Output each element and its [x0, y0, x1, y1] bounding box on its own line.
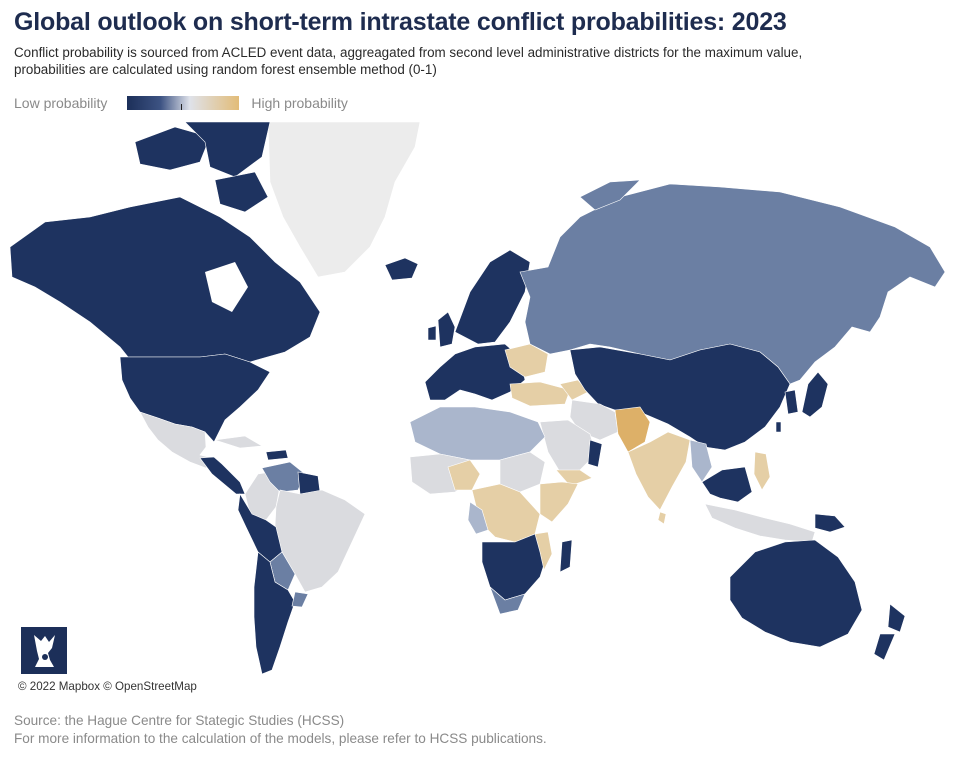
- region-united-kingdom[interactable]: [437, 311, 456, 348]
- region-sri-lanka[interactable]: [657, 511, 667, 525]
- region-central-asia[interactable]: [569, 343, 791, 451]
- region-india[interactable]: [627, 431, 691, 511]
- region-turkey[interactable]: [509, 381, 571, 407]
- subtitle-line-1: Conflict probability is sourced from ACL…: [14, 45, 803, 60]
- subtitle-line-2: probabilities are calculated using rando…: [14, 62, 437, 77]
- region-central-africa-west[interactable]: [467, 501, 489, 535]
- region-russia-arctic-islands[interactable]: [579, 179, 641, 211]
- region-ireland[interactable]: [427, 325, 437, 341]
- region-australia[interactable]: [729, 539, 863, 648]
- page-subtitle: Conflict probability is sourced from ACL…: [14, 44, 949, 78]
- region-united-states[interactable]: [119, 353, 271, 443]
- note-line: For more information to the calculation …: [14, 731, 547, 746]
- region-uruguay[interactable]: [291, 591, 309, 608]
- region-southern-africa[interactable]: [481, 533, 549, 601]
- region-horn-of-africa[interactable]: [539, 481, 579, 523]
- region-oman[interactable]: [587, 439, 603, 468]
- region-caribbean[interactable]: [214, 435, 263, 449]
- page-title: Global outlook on short-term intrastate …: [14, 8, 787, 36]
- region-southeast-asia[interactable]: [701, 466, 753, 503]
- region-south-africa[interactable]: [489, 586, 526, 615]
- region-canada-arctic-islands[interactable]: [134, 126, 211, 171]
- region-argentina-chile[interactable]: [253, 551, 296, 675]
- region-iceland[interactable]: [384, 257, 419, 281]
- footer: Source: the Hague Centre for Stategic St…: [14, 712, 547, 748]
- region-afghanistan-pakistan[interactable]: [614, 406, 651, 453]
- map-attribution[interactable]: © 2022 Mapbox © OpenStreetMap: [18, 680, 197, 693]
- region-central-america[interactable]: [199, 456, 246, 495]
- region-canada-arctic-islands[interactable]: [214, 171, 269, 213]
- world-map[interactable]: [0, 122, 960, 682]
- region-scandinavia[interactable]: [454, 249, 531, 345]
- legend-gradient-bar: [127, 96, 240, 110]
- region-madagascar[interactable]: [559, 539, 573, 573]
- region-russia[interactable]: [519, 183, 946, 385]
- region-greenland[interactable]: [267, 122, 421, 278]
- region-taiwan[interactable]: [775, 421, 782, 433]
- region-yemen[interactable]: [555, 469, 593, 487]
- source-line: Source: the Hague Centre for Stategic St…: [14, 713, 345, 728]
- region-myanmar[interactable]: [689, 439, 713, 483]
- region-maghreb[interactable]: [409, 406, 546, 461]
- region-japan[interactable]: [801, 371, 829, 418]
- region-mexico[interactable]: [139, 411, 213, 469]
- region-new-zealand[interactable]: [873, 633, 896, 661]
- region-philippines[interactable]: [753, 451, 771, 491]
- legend-high-label: High probability: [251, 95, 348, 111]
- legend-low-label: Low probability: [14, 95, 108, 111]
- region-hudson-bay: [205, 262, 248, 312]
- region-mozambique[interactable]: [534, 531, 553, 571]
- region-papua-new-guinea[interactable]: [814, 513, 846, 533]
- region-new-zealand[interactable]: [887, 603, 906, 633]
- color-legend: Low probability High probability: [14, 94, 348, 112]
- region-sudan[interactable]: [499, 451, 546, 493]
- region-indonesia[interactable]: [704, 503, 816, 543]
- region-venezuela[interactable]: [261, 461, 306, 493]
- hcss-logo: [21, 627, 67, 674]
- region-nigeria-sahel[interactable]: [447, 459, 481, 491]
- region-caribbean[interactable]: [265, 449, 289, 461]
- legend-tick: [181, 104, 183, 110]
- region-korea[interactable]: [784, 389, 799, 415]
- hcss-logo-mark: [34, 635, 55, 667]
- region-canada[interactable]: [9, 196, 321, 363]
